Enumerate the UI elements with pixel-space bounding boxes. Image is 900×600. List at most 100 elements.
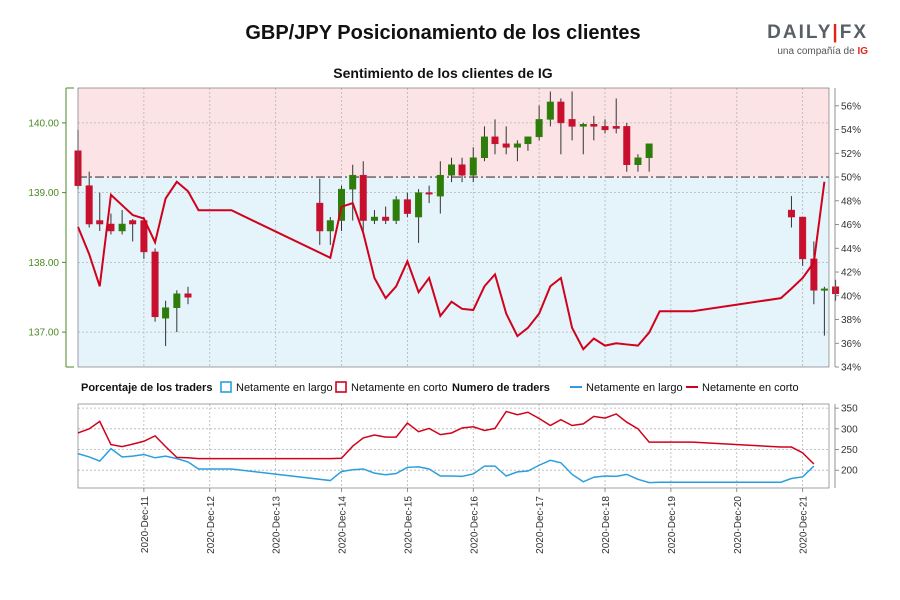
x-tick-label: 2020-Dec-15	[403, 496, 414, 554]
plot-frame	[77, 87, 830, 368]
legend-label-long-count: Netamente en largo	[586, 382, 683, 394]
logo-word-b: FX	[839, 22, 868, 43]
x-tick-label: 2020-Dec-17	[535, 496, 546, 554]
legend-label-short-count: Netamente en corto	[702, 382, 799, 394]
pct-tick-label: 52%	[841, 149, 861, 160]
candle-body	[623, 126, 631, 165]
candle-body	[535, 119, 543, 138]
traders-long-line	[77, 447, 815, 484]
legend-label-short: Netamente en corto	[351, 382, 448, 394]
candle-body	[349, 174, 357, 190]
candle-body	[458, 164, 466, 176]
candle-body	[392, 199, 400, 221]
candle-body	[85, 185, 93, 225]
logo-ig-mark: IG	[857, 46, 868, 57]
price-tick-label: 137.00	[28, 328, 59, 339]
x-tick-label: 2020-Dec-18	[601, 496, 612, 554]
candle-body	[326, 220, 334, 232]
pct-tick-label: 54%	[841, 125, 861, 136]
pct-tick-label: 48%	[841, 196, 861, 207]
pct-tick-label: 36%	[841, 339, 861, 350]
x-tick-label: 2020-Dec-21	[799, 496, 810, 554]
candle-body	[480, 136, 488, 158]
traders-short-line	[77, 410, 815, 465]
candle-body	[107, 223, 115, 232]
logo-sub-text: una compañía de	[777, 46, 855, 57]
sub-tick-label: 350	[841, 404, 858, 415]
candle-body	[96, 220, 104, 225]
candle-body	[184, 293, 192, 298]
x-tick-label: 2020-Dec-19	[667, 496, 678, 554]
candle-body	[513, 143, 521, 148]
candle-body	[316, 202, 324, 232]
candle-body	[403, 199, 411, 214]
x-tick-label: 2020-Dec-12	[206, 496, 217, 554]
chart-subtitle: Sentimiento de los clientes de IG	[333, 65, 553, 81]
dailyfx-logo[interactable]: DAILY|FX una compañía de IG	[756, 22, 868, 64]
candle-body	[118, 223, 126, 232]
candle-body	[151, 251, 159, 318]
pct-tick-label: 38%	[841, 315, 861, 326]
candle-body	[568, 119, 576, 127]
chart-title: GBP/JPY Posicionamiento de los clientes	[245, 22, 641, 44]
candle-body	[557, 101, 565, 124]
candle-body	[469, 157, 477, 176]
candle-body	[820, 288, 828, 291]
logo-word-sep: |	[832, 22, 840, 43]
candle-body	[546, 101, 554, 120]
candle-body	[415, 192, 423, 218]
legend-row: Porcentaje de los traders Netamente en la…	[81, 381, 799, 394]
x-tick-label: 2020-Dec-11	[140, 496, 151, 554]
net-short-line	[77, 180, 826, 351]
candle-body	[382, 216, 390, 221]
candle-body	[579, 124, 587, 127]
candle-body	[645, 143, 653, 159]
pct-tick-label: 56%	[841, 101, 861, 112]
price-tick-label: 140.00	[28, 118, 59, 129]
legend-title-percent: Porcentaje de los traders	[81, 382, 212, 394]
candle-body	[162, 307, 170, 319]
candle-body	[425, 192, 433, 195]
sub-tick-label: 250	[841, 445, 858, 456]
x-tick-label: 2020-Dec-20	[733, 496, 744, 554]
candle-body	[491, 136, 499, 145]
pct-tick-label: 42%	[841, 268, 861, 279]
candle-body	[448, 164, 456, 176]
main-plot: 137.00 138.00 139.00 140.00 34% 36% 38% 40% 42% 4…	[28, 87, 861, 374]
candle-body	[612, 126, 620, 129]
x-tick-label: 2020-Dec-14	[338, 496, 349, 554]
candle-body	[590, 124, 598, 127]
x-tick-label: 2020-Dec-16	[469, 496, 480, 554]
candle-body	[370, 216, 378, 221]
short-zone	[78, 88, 829, 178]
x-tick-label: 2020-Dec-13	[272, 496, 283, 554]
candle-body	[129, 220, 137, 225]
candle-body	[502, 143, 510, 148]
candle-body	[173, 293, 181, 308]
candle-body	[359, 174, 367, 221]
traders-plot: 200 250 300 350 2020-Dec-11 2020-Dec-12 2020-D…	[77, 403, 858, 554]
legend-title-count: Numero de traders	[452, 382, 550, 394]
candle-body	[787, 209, 795, 218]
pct-tick-label: 34%	[841, 363, 861, 374]
pct-tick-label: 40%	[841, 291, 861, 302]
logo-subtitle: una compañía de IG	[777, 46, 868, 57]
sub-tick-label: 200	[841, 466, 858, 477]
logo-wordmark: DAILY|FX	[767, 22, 868, 44]
sub-tick-label: 300	[841, 424, 858, 435]
price-tick-label: 139.00	[28, 188, 59, 199]
legend-label-long: Netamente en largo	[236, 382, 333, 394]
sub-frame	[77, 403, 830, 489]
sentiment-area	[78, 181, 825, 367]
pct-tick-label: 44%	[841, 244, 861, 255]
candle-body	[799, 216, 807, 260]
price-tick-label: 138.00	[28, 258, 59, 269]
pct-tick-label: 46%	[841, 220, 861, 231]
pct-tick-label: 50%	[841, 173, 861, 184]
legend-swatch-short	[335, 381, 347, 393]
candle-body	[634, 157, 642, 165]
candle-body	[436, 174, 444, 197]
candle-body	[601, 126, 609, 131]
logo-word-a: DAILY	[767, 22, 833, 43]
